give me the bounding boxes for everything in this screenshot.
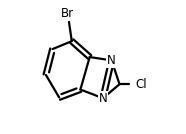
Text: N: N: [107, 54, 116, 67]
Text: N: N: [99, 92, 107, 105]
Text: Br: Br: [61, 8, 74, 21]
Text: Cl: Cl: [135, 78, 147, 91]
